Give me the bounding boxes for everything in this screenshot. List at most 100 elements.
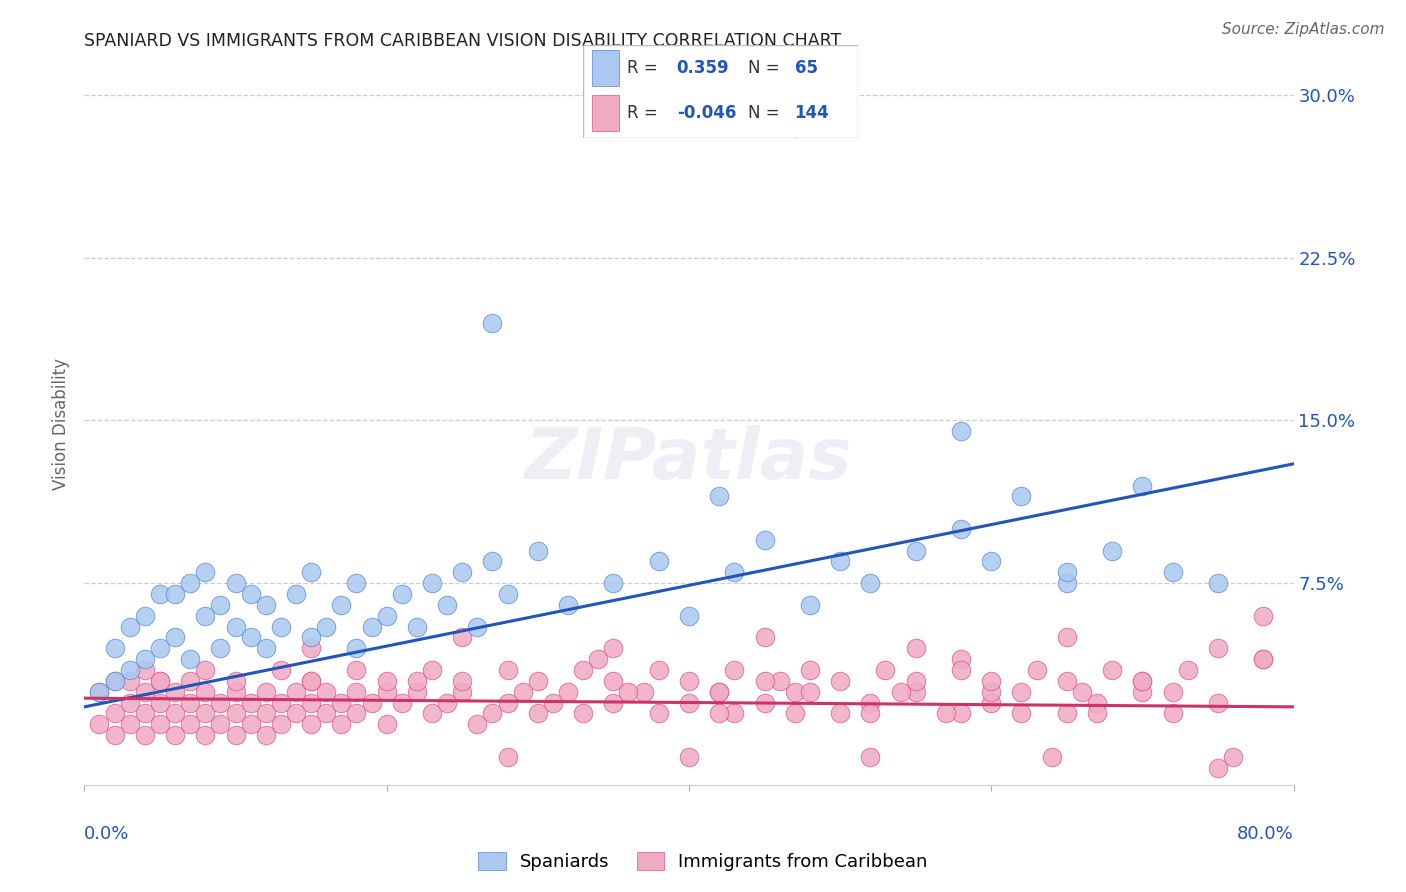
Point bbox=[118, 663, 141, 677]
Point bbox=[225, 619, 247, 633]
Point bbox=[89, 684, 111, 698]
Point bbox=[481, 316, 503, 330]
Point bbox=[1206, 696, 1229, 710]
Point bbox=[194, 728, 217, 742]
Point bbox=[406, 673, 429, 688]
Point bbox=[617, 684, 640, 698]
Point bbox=[557, 598, 579, 612]
Point bbox=[541, 696, 564, 710]
Point bbox=[1177, 663, 1199, 677]
Point bbox=[950, 652, 973, 666]
Point bbox=[299, 641, 322, 656]
Point bbox=[225, 728, 247, 742]
Point bbox=[950, 663, 973, 677]
Point bbox=[1253, 608, 1275, 623]
Point bbox=[299, 566, 322, 580]
Point bbox=[602, 673, 624, 688]
Point bbox=[648, 706, 671, 721]
Point bbox=[451, 673, 474, 688]
Text: R =: R = bbox=[627, 104, 664, 122]
Point bbox=[557, 684, 579, 698]
Y-axis label: Vision Disability: Vision Disability bbox=[52, 358, 70, 490]
Point bbox=[1011, 684, 1033, 698]
Point bbox=[980, 696, 1002, 710]
Point bbox=[1206, 641, 1229, 656]
Text: R =: R = bbox=[627, 59, 664, 77]
Point bbox=[165, 684, 187, 698]
Point bbox=[648, 554, 671, 568]
Point bbox=[769, 673, 792, 688]
Point bbox=[1101, 543, 1123, 558]
Point bbox=[723, 566, 745, 580]
Point bbox=[375, 673, 398, 688]
Point bbox=[225, 576, 247, 591]
Point bbox=[890, 684, 912, 698]
Point bbox=[467, 717, 489, 731]
Point bbox=[254, 706, 277, 721]
Point bbox=[315, 684, 337, 698]
Point bbox=[1011, 706, 1033, 721]
Point bbox=[346, 576, 368, 591]
Point bbox=[360, 619, 382, 633]
Point bbox=[209, 696, 232, 710]
Point bbox=[1085, 696, 1108, 710]
Point bbox=[467, 619, 489, 633]
Point bbox=[179, 652, 201, 666]
Text: 65: 65 bbox=[794, 59, 818, 77]
Point bbox=[1056, 673, 1078, 688]
Point bbox=[572, 663, 595, 677]
Point bbox=[360, 696, 382, 710]
Point bbox=[254, 684, 277, 698]
Point bbox=[602, 641, 624, 656]
Point bbox=[709, 489, 731, 503]
Point bbox=[330, 717, 353, 731]
Point bbox=[104, 673, 127, 688]
Point bbox=[723, 663, 745, 677]
Point bbox=[830, 673, 852, 688]
Point bbox=[830, 706, 852, 721]
Point bbox=[904, 543, 927, 558]
Point bbox=[299, 631, 322, 645]
Point bbox=[254, 598, 277, 612]
Point bbox=[209, 641, 232, 656]
Point bbox=[527, 673, 550, 688]
Point bbox=[830, 554, 852, 568]
Point bbox=[149, 641, 172, 656]
Point bbox=[572, 706, 595, 721]
Point bbox=[299, 717, 322, 731]
Text: -0.046: -0.046 bbox=[676, 104, 737, 122]
Point bbox=[89, 717, 111, 731]
Point bbox=[709, 706, 731, 721]
Point bbox=[225, 673, 247, 688]
Point bbox=[118, 619, 141, 633]
Point bbox=[165, 631, 187, 645]
Point bbox=[754, 631, 776, 645]
Point bbox=[496, 696, 519, 710]
Point bbox=[799, 684, 821, 698]
Point bbox=[346, 641, 368, 656]
Point bbox=[346, 684, 368, 698]
Text: N =: N = bbox=[748, 59, 779, 77]
Point bbox=[179, 696, 201, 710]
Point bbox=[678, 673, 700, 688]
Point bbox=[149, 696, 172, 710]
Point bbox=[783, 120, 806, 135]
Point bbox=[859, 706, 882, 721]
Point bbox=[165, 728, 187, 742]
Point bbox=[980, 554, 1002, 568]
Point bbox=[270, 717, 292, 731]
Point bbox=[1025, 663, 1047, 677]
Point bbox=[346, 706, 368, 721]
Point bbox=[496, 587, 519, 601]
Point bbox=[391, 587, 413, 601]
Text: 0.359: 0.359 bbox=[676, 59, 730, 77]
Point bbox=[481, 554, 503, 568]
Point bbox=[451, 566, 474, 580]
Legend: Spaniards, Immigrants from Caribbean: Spaniards, Immigrants from Caribbean bbox=[471, 845, 935, 879]
Point bbox=[1206, 761, 1229, 775]
Point bbox=[239, 696, 262, 710]
Text: Source: ZipAtlas.com: Source: ZipAtlas.com bbox=[1222, 22, 1385, 37]
Point bbox=[723, 706, 745, 721]
Point bbox=[299, 673, 322, 688]
Point bbox=[254, 728, 277, 742]
